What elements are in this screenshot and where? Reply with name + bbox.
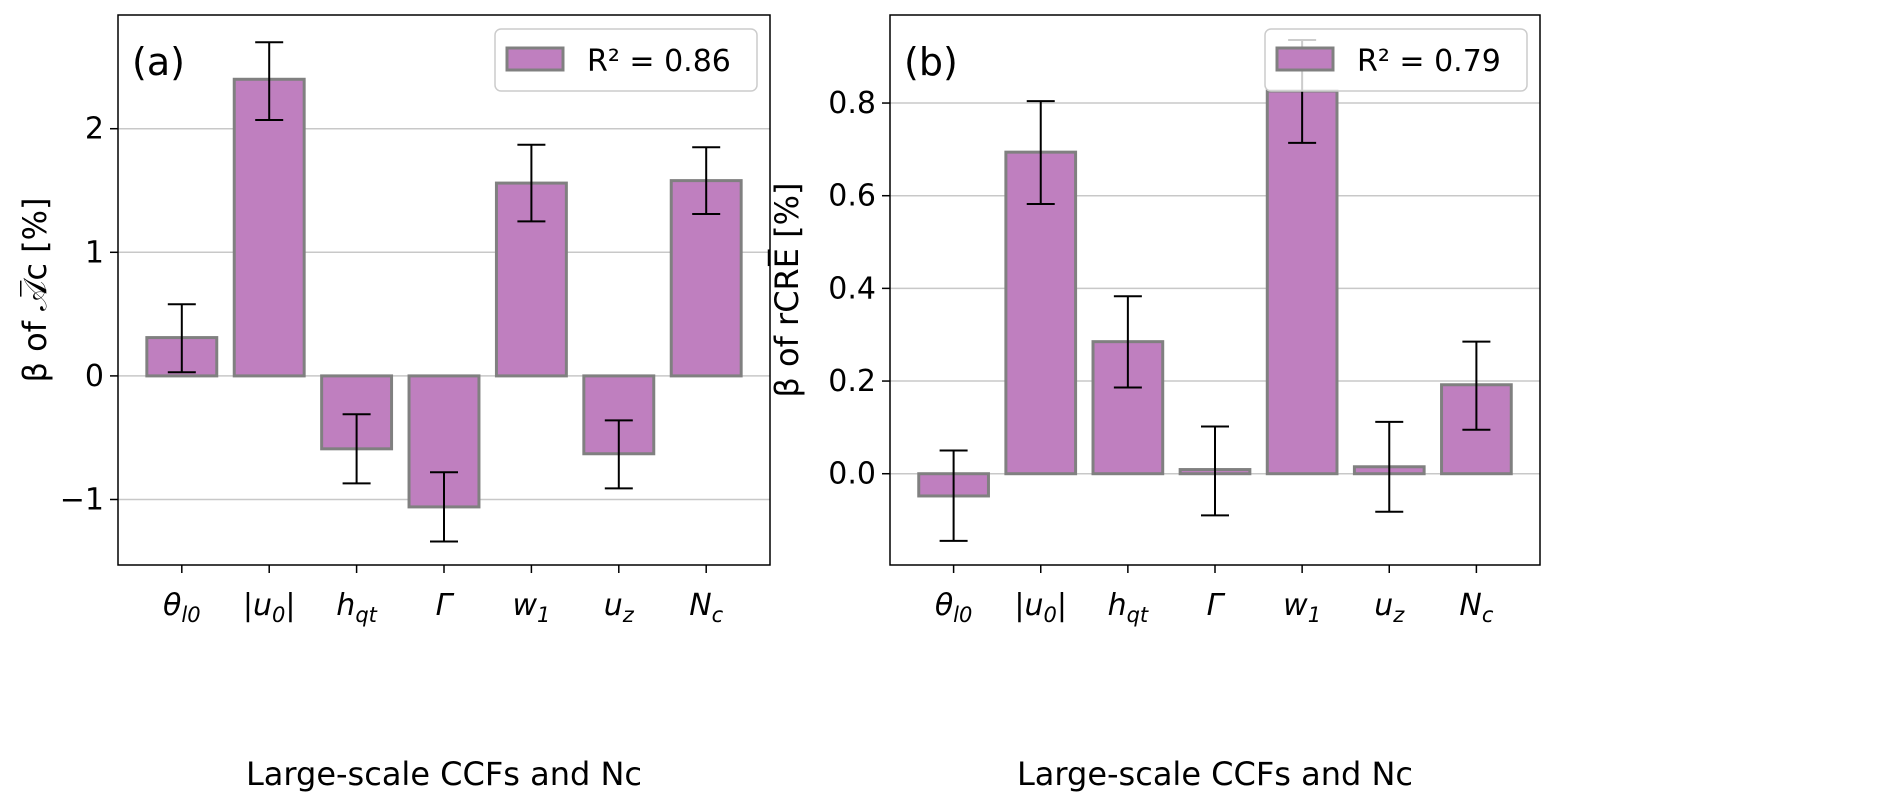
y-tick-label: 0.4 (828, 271, 876, 306)
x-tick-label: |u0| (243, 588, 296, 627)
y-tick-label: 0.2 (828, 364, 876, 399)
x-tick-label: w1 (1283, 588, 1321, 627)
x-axis-label: Large-scale CCFs and Nc (246, 755, 642, 793)
x-tick-label: uz (604, 588, 635, 627)
x-tick-label: Γ (436, 588, 455, 623)
y-tick-label: 2 (85, 112, 104, 147)
y-tick-label: 0.6 (828, 179, 876, 214)
panel-label: (a) (132, 40, 185, 84)
y-tick-label: −1 (60, 482, 104, 517)
x-tick-label: hqt (336, 588, 377, 627)
legend-label: R² = 0.86 (587, 44, 731, 79)
axes-frame (889, 14, 1541, 566)
x-tick-label: uz (1374, 588, 1405, 627)
legend-label: R² = 0.79 (1357, 44, 1501, 79)
y-axis-label: β of 𝒜̅c [%] (16, 197, 54, 382)
legend-swatch (505, 46, 565, 72)
panel-label: (b) (904, 40, 958, 84)
x-tick-label: Nc (689, 588, 723, 627)
bar (1004, 150, 1078, 476)
y-tick-label: 1 (85, 235, 104, 270)
x-tick-label: θl0 (935, 588, 973, 627)
y-tick-label: 0 (85, 359, 104, 394)
legend-box (1264, 28, 1528, 92)
x-tick-label: θl0 (163, 588, 201, 627)
y-tick-label: 0.0 (828, 457, 876, 492)
x-axis-label: Large-scale CCFs and Nc (1017, 755, 1413, 793)
x-tick-label: Γ (1207, 588, 1226, 623)
x-tick-label: w1 (512, 588, 550, 627)
axes-frame (117, 14, 771, 566)
y-axis-label: β of rCRE̅ [%] (767, 182, 806, 397)
legend-swatch (1275, 46, 1335, 72)
bar (1265, 89, 1339, 476)
x-tick-label: |u0| (1014, 588, 1067, 627)
y-tick-label: 0.8 (828, 86, 876, 121)
x-tick-label: hqt (1108, 588, 1149, 627)
bar (232, 77, 306, 378)
x-tick-label: Nc (1459, 588, 1493, 627)
legend-box (494, 28, 758, 92)
